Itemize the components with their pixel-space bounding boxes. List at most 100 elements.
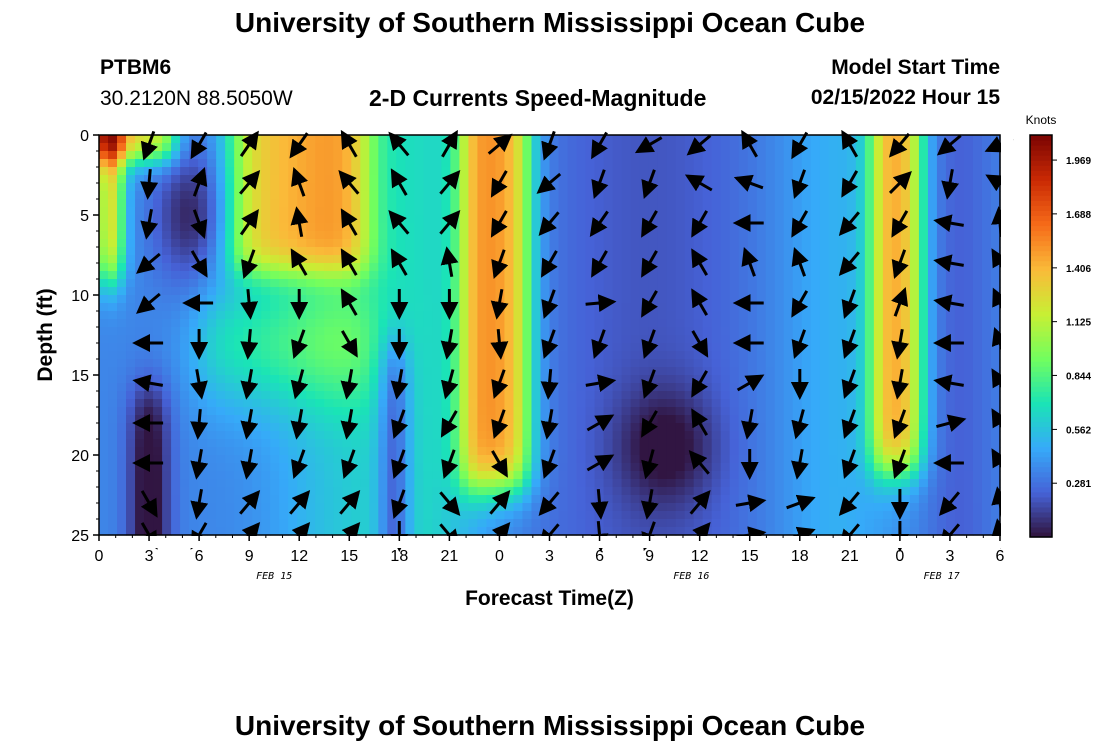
heatmap-cell — [540, 359, 551, 368]
heatmap-cell — [378, 343, 388, 352]
heatmap-cell — [873, 471, 884, 480]
heatmap-cell — [171, 295, 181, 304]
heatmap-cell — [405, 135, 415, 144]
heatmap-cell — [837, 495, 848, 504]
heatmap-cell — [306, 519, 316, 528]
heatmap-cell — [333, 479, 343, 488]
heatmap-cell — [819, 367, 830, 376]
heatmap-cell — [315, 231, 325, 240]
heatmap-cell — [216, 359, 226, 368]
heatmap-cell — [441, 207, 451, 216]
heatmap-cell — [666, 295, 677, 304]
heatmap-cell — [783, 519, 794, 528]
heatmap-cell — [981, 263, 992, 272]
heatmap-cell — [810, 215, 821, 224]
heatmap-cell — [981, 199, 992, 208]
heatmap-cell — [909, 255, 920, 264]
heatmap-cell — [360, 439, 370, 448]
heatmap-cell — [684, 231, 695, 240]
heatmap-cell — [792, 511, 803, 520]
heatmap-cell — [459, 503, 470, 512]
heatmap-cell — [810, 223, 821, 232]
heatmap-cell — [531, 231, 542, 240]
heatmap-cell — [207, 447, 217, 456]
heatmap-cell — [801, 159, 812, 168]
heatmap-cell — [297, 375, 307, 384]
heatmap-cell — [423, 351, 433, 360]
heatmap-cell — [270, 383, 280, 392]
heatmap-cell — [963, 287, 974, 296]
heatmap-cell — [882, 335, 893, 344]
heatmap-cell — [207, 503, 217, 512]
heatmap-cell — [540, 191, 551, 200]
heatmap-cell — [414, 367, 424, 376]
heatmap-cell — [333, 263, 343, 272]
heatmap-cell — [936, 351, 947, 360]
heatmap-cell — [432, 391, 442, 400]
heatmap-cell — [333, 375, 343, 384]
heatmap-cell — [630, 239, 641, 248]
heatmap-cell — [549, 511, 560, 520]
heatmap-cell — [684, 431, 695, 440]
heatmap-cell — [234, 359, 244, 368]
heatmap-cell — [405, 399, 415, 408]
heatmap-cell — [279, 159, 289, 168]
heatmap-cell — [972, 215, 983, 224]
heatmap-cell — [774, 191, 785, 200]
heatmap-cell — [963, 359, 974, 368]
heatmap-cell — [873, 503, 884, 512]
heatmap-cell — [567, 319, 578, 328]
heatmap-cell — [135, 207, 145, 216]
heatmap-cell — [945, 351, 956, 360]
heatmap-cell — [117, 399, 127, 408]
heatmap-cell — [828, 159, 839, 168]
heatmap-cell — [684, 223, 695, 232]
heatmap-cell — [873, 455, 884, 464]
heatmap-cell — [900, 335, 911, 344]
heatmap-cell — [963, 191, 974, 200]
heatmap-cell — [765, 439, 776, 448]
heatmap-cell — [945, 471, 956, 480]
heatmap-cell — [846, 327, 857, 336]
heatmap-cell — [630, 175, 641, 184]
heatmap-cell — [513, 191, 524, 200]
heatmap-cell — [441, 167, 451, 176]
heatmap-cell — [828, 191, 839, 200]
heatmap-cell — [945, 159, 956, 168]
heatmap-cell — [756, 399, 767, 408]
heatmap-cell — [864, 287, 875, 296]
heatmap-cell — [504, 383, 515, 392]
heatmap-cell — [720, 239, 731, 248]
heatmap-cell — [972, 399, 983, 408]
heatmap-cell — [297, 399, 307, 408]
heatmap-cell — [270, 207, 280, 216]
heatmap-cell — [720, 447, 731, 456]
heatmap-cell — [378, 247, 388, 256]
heatmap-cell — [306, 239, 316, 248]
heatmap-cell — [171, 255, 181, 264]
heatmap-cell — [171, 351, 181, 360]
heatmap-cell — [873, 327, 884, 336]
heatmap-cell — [612, 399, 623, 408]
heatmap-cell — [459, 303, 470, 312]
heatmap-cell — [252, 239, 262, 248]
heatmap-cell — [621, 151, 632, 160]
heatmap-cell — [405, 391, 415, 400]
heatmap-cell — [270, 311, 280, 320]
heatmap-cell — [225, 367, 235, 376]
heatmap-cell — [819, 359, 830, 368]
heatmap-cell — [783, 255, 794, 264]
heatmap-cell — [450, 343, 460, 352]
heatmap-cell — [450, 295, 460, 304]
heatmap-cell — [279, 231, 289, 240]
heatmap-cell — [567, 471, 578, 480]
heatmap-cell — [162, 375, 172, 384]
heatmap-cell — [675, 487, 686, 496]
heatmap-cell — [918, 287, 929, 296]
heatmap-cell — [648, 495, 659, 504]
heatmap-cell — [774, 223, 785, 232]
heatmap-cell — [819, 239, 830, 248]
heatmap-cell — [675, 167, 686, 176]
heatmap-cell — [288, 407, 298, 416]
heatmap-cell — [909, 175, 920, 184]
